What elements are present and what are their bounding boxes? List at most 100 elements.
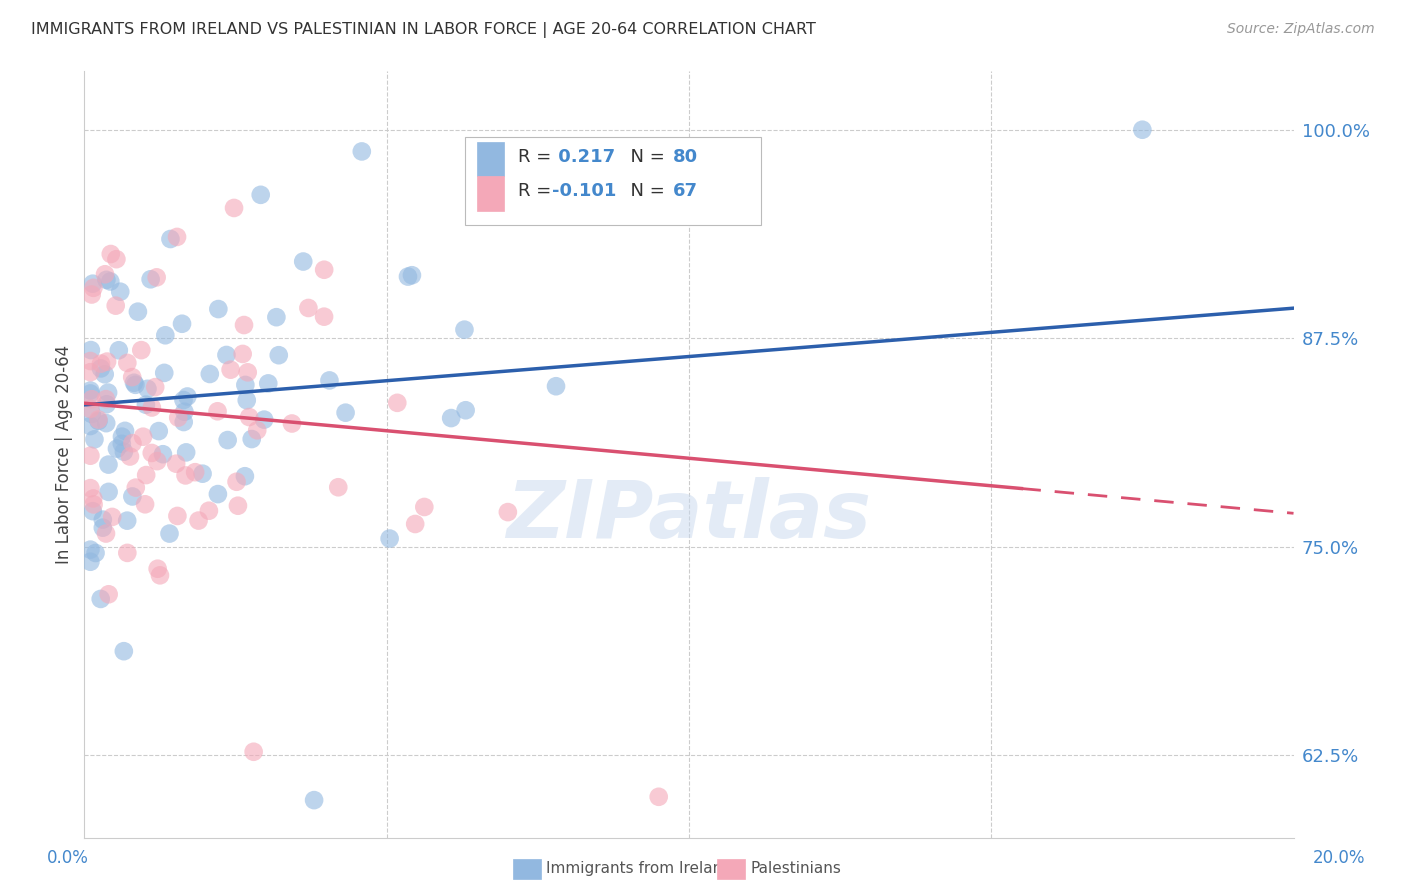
Point [143, 380, 166, 394]
Point [96, 354, 118, 368]
Point [104, 299, 127, 313]
Point [176, 390, 198, 404]
Point [198, 367, 221, 381]
Point [114, 424, 136, 438]
Point [80, 392, 103, 407]
Point [111, 430, 134, 444]
Point [249, 187, 271, 202]
Point [121, 490, 143, 504]
Point [233, 318, 256, 332]
Point [232, 347, 254, 361]
Text: R =: R = [519, 148, 557, 166]
Point [82, 281, 104, 295]
Point [79, 449, 101, 463]
Point [93, 368, 115, 382]
Point [191, 467, 214, 481]
Point [219, 362, 242, 376]
Point [82, 491, 104, 506]
Point [135, 398, 157, 412]
Point [292, 254, 315, 268]
Point [134, 497, 156, 511]
Point [97, 458, 120, 472]
Point [87, 414, 110, 428]
Point [246, 423, 269, 437]
Point [302, 793, 325, 807]
Point [257, 376, 280, 391]
Point [297, 301, 319, 315]
Point [404, 516, 426, 531]
Point [124, 377, 146, 392]
Point [79, 555, 101, 569]
Point [112, 644, 135, 658]
Point [94, 526, 117, 541]
Point [396, 269, 419, 284]
Point [159, 526, 181, 541]
FancyBboxPatch shape [478, 142, 503, 177]
Text: ZIPatlas: ZIPatlas [506, 477, 872, 556]
Point [98, 275, 121, 289]
Point [454, 403, 477, 417]
Point [80, 343, 103, 357]
Point [135, 468, 157, 483]
Point [90, 357, 112, 371]
Point [79, 481, 101, 495]
Point [174, 468, 197, 483]
Point [118, 450, 141, 464]
Point [378, 532, 401, 546]
Point [97, 385, 120, 400]
Point [83, 433, 105, 447]
Point [266, 310, 288, 325]
Point [79, 384, 101, 398]
Point [314, 262, 336, 277]
Point [145, 270, 167, 285]
Point [387, 396, 409, 410]
Point [148, 424, 170, 438]
Point [184, 465, 207, 479]
Point [155, 328, 177, 343]
Point [82, 504, 104, 518]
Point [146, 454, 169, 468]
Point [149, 568, 172, 582]
Point [648, 789, 671, 804]
Point [159, 232, 181, 246]
Text: 20.0%: 20.0% [1312, 849, 1365, 867]
Point [253, 412, 276, 426]
Point [96, 397, 118, 411]
Point [173, 415, 195, 429]
Point [236, 365, 259, 379]
Y-axis label: In Labor Force | Age 20-64: In Labor Force | Age 20-64 [55, 345, 73, 565]
Point [170, 317, 193, 331]
Point [207, 404, 229, 418]
Point [233, 469, 256, 483]
Point [217, 433, 239, 447]
Point [141, 401, 163, 415]
Point [335, 406, 357, 420]
Point [111, 437, 134, 451]
Point [173, 392, 195, 407]
Point [496, 505, 519, 519]
Point [281, 417, 304, 431]
Point [167, 410, 190, 425]
Point [122, 376, 145, 390]
Point [129, 343, 152, 358]
Text: 0.217: 0.217 [553, 148, 616, 166]
Point [226, 499, 249, 513]
Point [96, 416, 118, 430]
Point [117, 356, 139, 370]
Point [174, 445, 197, 459]
Point [79, 354, 101, 368]
Point [238, 410, 260, 425]
Text: IMMIGRANTS FROM IRELAND VS PALESTINIAN IN LABOR FORCE | AGE 20-64 CORRELATION CH: IMMIGRANTS FROM IRELAND VS PALESTINIAN I… [31, 22, 815, 38]
Point [91, 521, 114, 535]
Point [132, 430, 155, 444]
Text: R =: R = [519, 183, 557, 201]
Point [166, 508, 188, 523]
Point [90, 361, 112, 376]
Point [97, 484, 120, 499]
Text: -0.101: -0.101 [553, 183, 617, 201]
Text: N =: N = [619, 183, 671, 201]
Point [440, 411, 463, 425]
Point [91, 513, 114, 527]
Point [215, 348, 238, 362]
Point [136, 382, 159, 396]
